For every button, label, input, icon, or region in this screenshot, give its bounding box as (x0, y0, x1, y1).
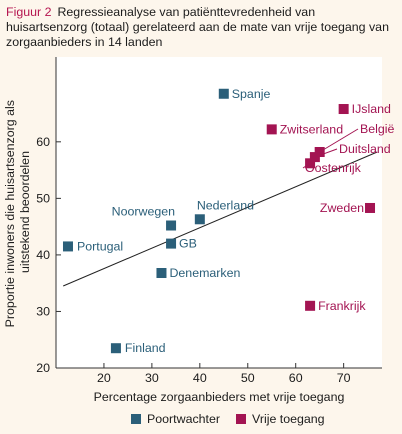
regression-line (62, 151, 378, 287)
y-tick-label: 40 (36, 248, 50, 262)
y-tick-label: 60 (36, 135, 50, 149)
legend-label-poortwachter: Poortwachter (147, 412, 221, 426)
x-axis-label: Percentage zorgaanbieders met vrije toeg… (94, 390, 345, 404)
marker-duitsland (309, 152, 320, 163)
label-zwitserland: Zwitserland (280, 122, 343, 136)
label-portugal: Portugal (77, 239, 123, 253)
label-finland: Finland (125, 341, 166, 355)
label-ijsland: IJsland (352, 102, 391, 116)
plot-area (56, 57, 382, 368)
marker-finland (110, 343, 121, 354)
marker-portugal (62, 241, 73, 252)
x-tick-label: 50 (241, 371, 255, 385)
y-tick-label: 30 (36, 304, 50, 318)
marker-zweden (365, 202, 376, 213)
marker-oostenrijk (305, 158, 316, 169)
data-markers (62, 88, 376, 354)
marker-ijsland (338, 104, 349, 115)
marker-noorwegen (166, 220, 177, 231)
marker-denemarken (156, 268, 167, 279)
x-tick-label: 30 (145, 371, 159, 385)
legend-item-poortwachter: Poortwachter (131, 412, 220, 426)
marker-frankrijk (305, 300, 316, 311)
legend-item-vrije-toegang: Vrije toegang (236, 412, 325, 426)
label-noorwegen: Noorwegen (112, 205, 175, 219)
label-denemarken: Denemarken (169, 266, 240, 280)
marker-spanje (218, 88, 229, 99)
marker-zwitserland (266, 124, 277, 135)
legend-swatch-poortwachter (131, 414, 141, 424)
x-tick-label: 70 (337, 371, 351, 385)
marker-nederland (194, 214, 205, 225)
label-nederland: Nederland (197, 198, 254, 212)
leader-belgie (319, 128, 359, 153)
y-tick-label: 20 (36, 361, 50, 375)
figure-label: Figuur 2 (6, 5, 52, 19)
legend-swatch-vrije-toegang (236, 414, 247, 424)
label-duitsland: Duitsland (339, 142, 391, 156)
point-labels: Spanje Nederland Noorwegen GB Portugal Denema… (77, 87, 395, 355)
label-frankrijk: Frankrijk (318, 299, 366, 313)
x-tick-label: 60 (289, 371, 303, 385)
legend: Poortwachter Vrije toegang (131, 411, 341, 427)
label-zweden: Zweden (320, 201, 364, 215)
label-spanje: Spanje (232, 87, 271, 101)
y-axis-label: Proportie inwoners die huisartsenzorg al… (3, 97, 32, 328)
label-belgie: België (360, 122, 395, 136)
x-tick-label: 20 (97, 371, 111, 385)
figure-header: Figuur 2 Regressieanalyse van patiënttevr… (6, 5, 398, 50)
label-oostenrijk: Oostenrijk (305, 161, 362, 175)
marker-belgie (314, 146, 325, 157)
x-tick-label: 40 (193, 371, 207, 385)
y-ticks: 20 30 40 50 60 (36, 135, 61, 375)
x-ticks: 20 30 40 50 60 70 (97, 363, 351, 385)
y-tick-label: 50 (36, 191, 50, 205)
marker-gb (166, 238, 177, 249)
label-gb: GB (179, 237, 197, 251)
figure-title: Regressieanalyse van patiënttevredenheid… (6, 5, 389, 49)
legend-label-vrije-toegang: Vrije toegang (252, 412, 325, 426)
